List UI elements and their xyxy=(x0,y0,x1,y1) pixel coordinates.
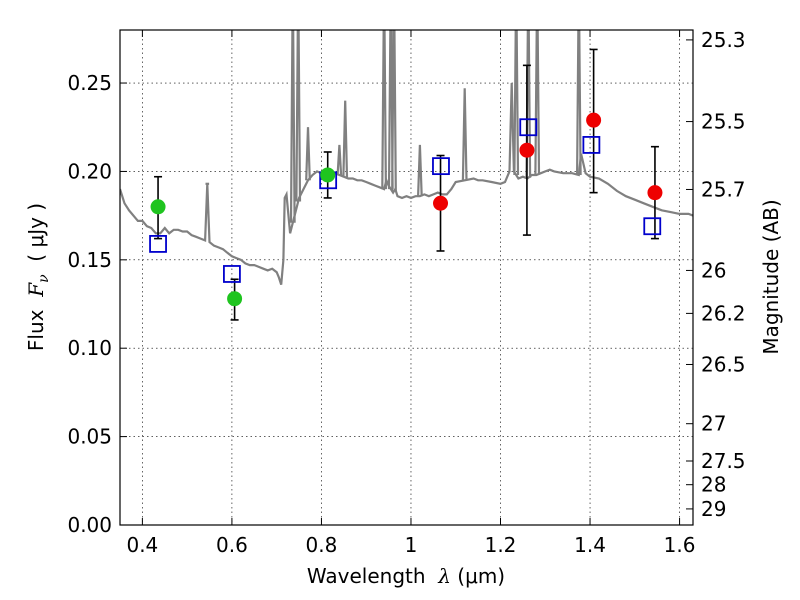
x-axis-label-unit: (μm) xyxy=(451,564,505,588)
model-emission-line xyxy=(576,30,582,176)
x-tick-label: 1.6 xyxy=(664,533,696,557)
model-emission-line xyxy=(336,144,343,176)
model-square-marker xyxy=(582,136,601,154)
model-square-marker xyxy=(432,157,450,176)
model-emission-line xyxy=(461,88,468,181)
plot-background xyxy=(120,30,693,525)
y-axis-label: Flux Fν ( μJy ) xyxy=(24,203,52,351)
y-tick-label: 0.00 xyxy=(67,513,112,537)
model-emission-line xyxy=(295,30,302,202)
model-spectrum xyxy=(120,30,693,285)
plot-frame xyxy=(119,29,694,526)
green-data-point xyxy=(227,291,243,307)
y2-tick-label: 26.5 xyxy=(701,352,746,376)
model-emission-line xyxy=(534,30,541,175)
red-data-point xyxy=(586,112,602,128)
photometry-markers xyxy=(149,112,663,307)
model-emission-line xyxy=(381,30,387,190)
y2-tick-label: 28 xyxy=(701,473,726,497)
x-axis-label: Wavelength λ (μm) xyxy=(307,564,505,588)
y-axis-ticks: 0.00 0.05 0.10 0.15 0.20 0.25 xyxy=(67,71,127,537)
x-axis-ticks: 0.4 0.6 0.8 1 1.2 1.4 1.6 xyxy=(126,30,695,557)
red-data-point xyxy=(647,185,663,201)
model-emission-line xyxy=(417,144,423,197)
x-tick-label: 1.4 xyxy=(574,533,606,557)
y-tick-label: 0.10 xyxy=(67,336,112,360)
green-data-point xyxy=(320,167,336,183)
y2-tick-label: 25.7 xyxy=(701,177,746,201)
x-axis-label-var: λ xyxy=(437,564,451,588)
y-tick-label: 0.05 xyxy=(67,425,112,449)
model-emission-line xyxy=(342,100,349,178)
y-tick-label: 0.25 xyxy=(67,71,112,95)
x-tick-label: 0.6 xyxy=(216,533,248,557)
model-emission-line xyxy=(305,127,311,181)
y2-tick-label: 26 xyxy=(701,258,726,282)
x-tick-label: 1.2 xyxy=(485,533,517,557)
y2-tick-label: 25.5 xyxy=(701,110,746,134)
model-continuum-line xyxy=(120,82,693,285)
red-data-point xyxy=(519,142,535,158)
y2-tick-label: 29 xyxy=(701,497,726,521)
model-emission-line xyxy=(289,30,296,223)
red-data-point xyxy=(433,195,449,211)
y2-axis-label: Magnitude (AB) xyxy=(759,199,783,354)
y2-tick-label: 27 xyxy=(701,412,726,436)
y2-tick-label: 27.5 xyxy=(701,449,746,473)
y-axis-label-prefix: Flux xyxy=(24,297,48,351)
y-axis-label-unit: ( μJy ) xyxy=(24,203,48,275)
y2-tick-label: 26.2 xyxy=(701,301,746,325)
model-emission-line xyxy=(391,30,397,192)
y-tick-label: 0.15 xyxy=(67,248,112,272)
x-tick-label: 1 xyxy=(405,533,418,557)
model-square-marker xyxy=(643,217,662,236)
green-data-point xyxy=(150,199,166,215)
x-axis-label-prefix: Wavelength xyxy=(307,564,438,588)
y-tick-label: 0.20 xyxy=(67,159,112,183)
model-square-marker xyxy=(223,265,241,283)
model-square-marker xyxy=(149,235,167,253)
y-axis-label-sub: ν xyxy=(36,274,52,283)
y2-tick-label: 25.3 xyxy=(701,28,746,52)
grid-lines xyxy=(120,30,693,525)
model-square-marker xyxy=(519,118,538,137)
y-axis-label-var: F xyxy=(24,282,48,298)
x-tick-label: 0.8 xyxy=(306,533,338,557)
model-emission-line xyxy=(513,30,520,176)
x-tick-label: 0.4 xyxy=(126,533,158,557)
